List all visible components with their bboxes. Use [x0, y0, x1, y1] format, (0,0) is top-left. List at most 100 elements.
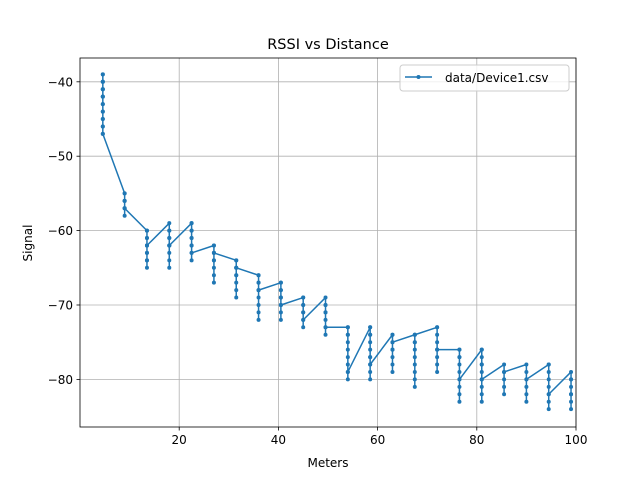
data-point: [189, 221, 194, 226]
data-point: [211, 250, 216, 255]
data-point: [144, 236, 149, 241]
data-point: [435, 340, 440, 345]
y-axis-label: Signal: [21, 225, 35, 262]
data-point: [569, 399, 574, 404]
data-point: [457, 347, 462, 352]
data-point: [524, 392, 529, 397]
data-point: [368, 369, 373, 374]
data-point: [546, 369, 551, 374]
data-point: [323, 295, 328, 300]
data-point: [167, 265, 172, 270]
data-point: [457, 377, 462, 382]
data-point: [278, 280, 283, 285]
data-point: [256, 295, 261, 300]
data-point: [435, 369, 440, 374]
data-point: [569, 384, 574, 389]
data-point: [345, 369, 350, 374]
data-point: [100, 72, 105, 77]
data-point: [412, 362, 417, 367]
data-point: [502, 377, 507, 382]
data-point: [189, 236, 194, 241]
data-point: [144, 228, 149, 233]
data-point: [189, 258, 194, 263]
legend-box: [399, 64, 570, 92]
data-point: [100, 109, 105, 114]
data-point: [368, 362, 373, 367]
data-point: [569, 369, 574, 374]
data-point: [457, 355, 462, 360]
data-point: [301, 302, 306, 307]
x-tick-label: 40: [271, 433, 286, 447]
data-point: [323, 325, 328, 330]
data-point: [524, 362, 529, 367]
data-point: [435, 347, 440, 352]
data-point: [234, 280, 239, 285]
x-tick-label: 60: [370, 433, 385, 447]
data-point: [412, 347, 417, 352]
data-point: [390, 332, 395, 337]
data-point: [457, 392, 462, 397]
y-tick-label: −40: [48, 75, 73, 89]
data-point: [167, 258, 172, 263]
data-point: [345, 362, 350, 367]
data-point: [100, 117, 105, 122]
data-point: [412, 369, 417, 374]
y-tick-label: −80: [48, 373, 73, 387]
data-series: [100, 72, 574, 412]
x-axis-label: Meters: [307, 456, 348, 470]
data-point: [479, 377, 484, 382]
data-point: [100, 79, 105, 84]
data-point: [412, 384, 417, 389]
data-point: [278, 288, 283, 293]
plot-frame: [79, 57, 577, 428]
data-point: [234, 258, 239, 263]
data-point: [278, 295, 283, 300]
data-point: [546, 399, 551, 404]
data-point: [502, 384, 507, 389]
data-point: [479, 355, 484, 360]
data-point: [345, 332, 350, 337]
data-point: [256, 273, 261, 278]
data-point: [301, 325, 306, 330]
data-point: [479, 384, 484, 389]
data-point: [256, 310, 261, 315]
data-point: [368, 332, 373, 337]
data-point: [524, 384, 529, 389]
chart-title: RSSI vs Distance: [267, 37, 389, 53]
data-point: [502, 392, 507, 397]
data-point: [144, 258, 149, 263]
data-point: [390, 369, 395, 374]
data-point: [435, 332, 440, 337]
legend-marker-swatch: [416, 75, 421, 79]
y-tick-label: −60: [48, 224, 73, 238]
data-point: [122, 191, 127, 196]
data-point: [546, 392, 551, 397]
data-point: [457, 362, 462, 367]
data-point: [100, 131, 105, 136]
data-point: [278, 302, 283, 307]
data-point: [435, 355, 440, 360]
data-point: [479, 347, 484, 352]
y-tick-label: −70: [48, 298, 73, 312]
data-point: [100, 124, 105, 129]
data-point: [234, 288, 239, 293]
data-point: [524, 369, 529, 374]
data-point: [256, 280, 261, 285]
data-point: [345, 325, 350, 330]
data-point: [167, 228, 172, 233]
data-point: [122, 206, 127, 211]
data-point: [301, 310, 306, 315]
data-point: [234, 295, 239, 300]
data-point: [546, 362, 551, 367]
x-tick-label: 100: [565, 433, 588, 447]
data-point: [167, 221, 172, 226]
data-point: [546, 407, 551, 412]
data-point: [256, 317, 261, 322]
data-point: [390, 347, 395, 352]
axis-ticks: 20 40 60 80 100 −80 −70 −60 −50 −40: [48, 75, 588, 447]
data-point: [390, 340, 395, 345]
data-point: [479, 399, 484, 404]
data-point: [189, 228, 194, 233]
data-point: [211, 273, 216, 278]
data-point: [122, 213, 127, 218]
